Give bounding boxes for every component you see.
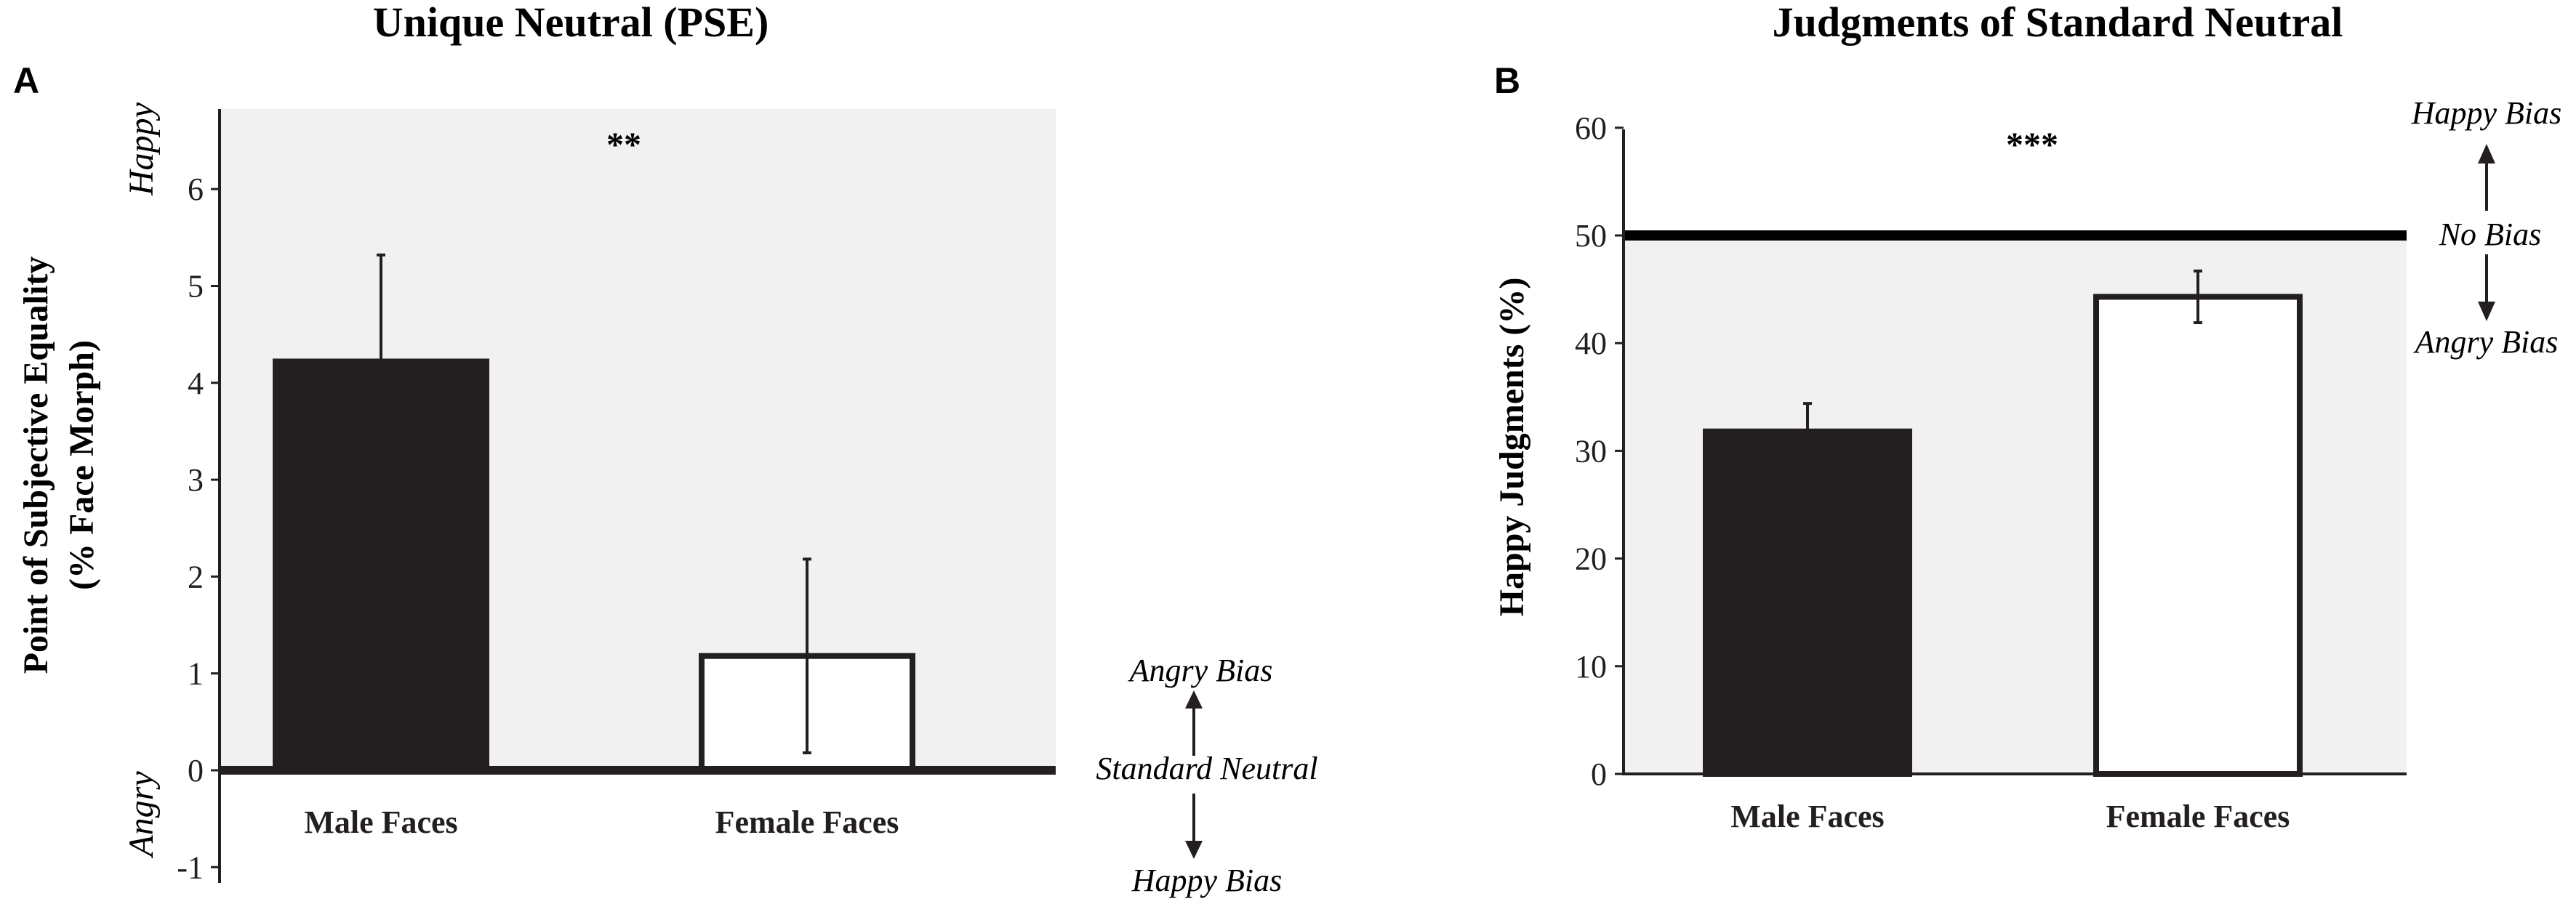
category-label: Male Faces xyxy=(1730,799,1884,834)
y-tick-label: 60 xyxy=(1575,110,1607,146)
bar-male-faces xyxy=(273,358,489,773)
y-ticks: 0 10 20 30 40 50 60 xyxy=(1575,110,1624,792)
y-tick-label: 3 xyxy=(188,462,204,498)
upper-bias-label: Angry Bias xyxy=(1128,653,1273,688)
category-labels: Male Faces Female Faces xyxy=(1730,799,2290,834)
y-tick-label: 0 xyxy=(188,753,204,788)
y-tick-label: 6 xyxy=(188,171,204,207)
category-label: Female Faces xyxy=(2106,799,2290,834)
panel-b: B Judgments of Standard Neutral Happy Ju… xyxy=(1493,0,2561,834)
chart-title: Judgments of Standard Neutral xyxy=(1773,0,2343,46)
error-bars xyxy=(1803,269,2202,432)
arrow-down-icon xyxy=(2478,254,2495,321)
chart-title: Unique Neutral (PSE) xyxy=(373,0,769,46)
panel-a: A Unique Neutral (PSE) Point of Subjecti… xyxy=(13,0,1318,898)
bar-female-faces xyxy=(2093,294,2303,777)
y-tick-label: 1 xyxy=(188,656,204,692)
y-ticks: -1 0 1 2 3 4 5 6 xyxy=(177,171,220,885)
y-tick-label: 40 xyxy=(1575,326,1607,361)
category-labels: Male Faces Female Faces xyxy=(304,804,899,840)
y-bottom-label: Angry xyxy=(122,771,161,859)
y-axis-label-line1: Point of Subjective Equality xyxy=(17,257,55,674)
y-top-label: Happy xyxy=(122,102,161,196)
lower-bias-label: Angry Bias xyxy=(2413,324,2559,360)
significance-marker: ** xyxy=(606,126,641,164)
arrow-down-icon xyxy=(1185,794,1203,859)
lower-bias-label: Happy Bias xyxy=(1131,863,1283,898)
panel-label: B xyxy=(1494,60,1520,101)
panel-label: A xyxy=(13,60,39,101)
y-tick-label: 20 xyxy=(1575,541,1607,577)
significance-marker: *** xyxy=(2006,126,2058,164)
error-bars xyxy=(377,253,811,755)
y-tick-label: 0 xyxy=(1591,756,1607,792)
y-tick-label: 5 xyxy=(188,269,204,304)
y-tick-label: 30 xyxy=(1575,433,1607,469)
category-label: Male Faces xyxy=(304,804,457,840)
arrow-up-icon xyxy=(1185,690,1203,756)
y-axis-label: Happy Judgments (%) xyxy=(1493,278,1531,617)
y-tick-label: 50 xyxy=(1575,218,1607,254)
reference-label: No Bias xyxy=(2439,217,2542,252)
y-tick-label: 10 xyxy=(1575,649,1607,685)
y-axis-label-line2: (% Face Morph) xyxy=(63,340,101,590)
upper-bias-label: Happy Bias xyxy=(2411,95,2562,131)
y-tick-label: 2 xyxy=(188,559,204,594)
reference-label: Standard Neutral xyxy=(1096,751,1317,786)
bar-male-faces xyxy=(1703,428,1912,777)
y-tick-label: -1 xyxy=(177,849,204,885)
y-tick-label: 4 xyxy=(188,366,204,401)
category-label: Female Faces xyxy=(715,804,899,840)
arrow-up-icon xyxy=(2478,144,2495,211)
